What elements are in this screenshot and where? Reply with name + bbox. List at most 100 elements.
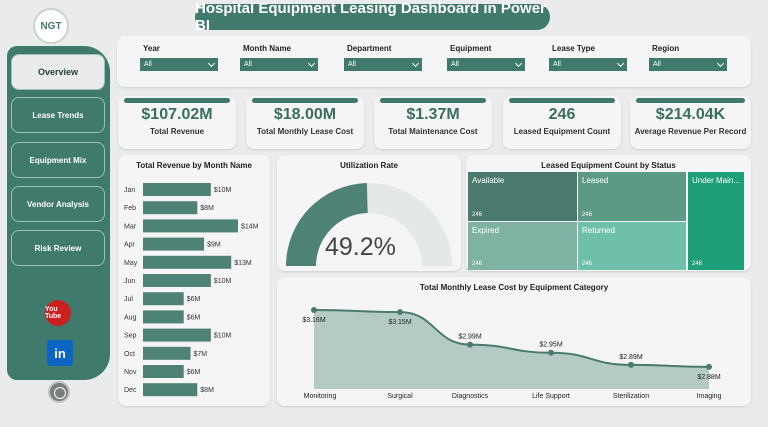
revenue-bar-chart: Jan $10M Feb $8M Mar $14M Apr $9M May $13M Jun $10M…: [124, 183, 259, 397]
kpi-value: $214.04K: [655, 106, 726, 123]
dropdown-value: All: [348, 61, 356, 68]
treemap-title: Leased Equipment Count by Status: [541, 161, 676, 170]
youtube-icon[interactable]: You Tube: [45, 300, 71, 326]
kpi-value: $1.37M: [406, 106, 460, 123]
treemap-cell-leased[interactable]: Leased 246: [578, 172, 686, 221]
bar-data-label: $6M: [187, 296, 201, 303]
kpi-accent-strip: [252, 98, 358, 103]
nav-risk-review[interactable]: Risk Review: [11, 230, 105, 266]
nav-overview[interactable]: Overview: [11, 54, 105, 90]
chevron-down-icon: [411, 59, 420, 67]
bar-category-label: Jun: [124, 278, 135, 285]
treemap-label: Under Main...: [692, 176, 741, 185]
chart-title: Total Revenue by Month Name: [136, 161, 252, 170]
filter-department: Department All: [344, 44, 422, 71]
kpi-monthly-lease-cost: $18.00M Total Monthly Lease Cost: [246, 96, 364, 149]
department-dropdown[interactable]: All: [344, 58, 422, 71]
equipment-dropdown[interactable]: All: [447, 58, 525, 71]
treemap-count: 246: [582, 261, 593, 267]
globe-icon[interactable]: [48, 381, 70, 403]
bar-data-label: $8M: [200, 205, 214, 212]
x-tick-label: Sterilization: [613, 393, 649, 400]
chevron-down-icon: [616, 59, 625, 67]
utilization-gauge: [286, 183, 452, 266]
bar: [143, 237, 205, 251]
gauge-title: Utilization Rate: [340, 161, 398, 170]
bar-data-label: $10M: [214, 333, 232, 340]
bar-data-label: $6M: [187, 314, 201, 321]
x-tick-label: Surgical: [387, 393, 413, 400]
filter-year: Year All: [140, 44, 218, 71]
bar-data-label: $13M: [234, 260, 252, 267]
dropdown-value: All: [244, 61, 252, 68]
treemap-cell-returned[interactable]: Returned 246: [578, 222, 686, 270]
gauge-fill: [286, 183, 368, 266]
kpi-label: Leased Equipment Count: [513, 127, 611, 136]
data-point: [548, 349, 554, 356]
linkedin-icon[interactable]: in: [47, 340, 73, 366]
kpi-label: Total Maintenance Cost: [388, 127, 478, 136]
treemap-cell-expired[interactable]: Expired 246: [468, 222, 577, 270]
region-dropdown[interactable]: All: [649, 58, 727, 71]
dropdown-value: All: [653, 61, 661, 68]
kpi-label: Average Revenue Per Record: [634, 127, 747, 136]
treemap-count: 246: [582, 212, 593, 218]
chevron-down-icon: [307, 59, 316, 67]
treemap-cell-available[interactable]: Available 246: [468, 172, 577, 221]
area-data-label: $2.88M: [697, 374, 721, 381]
bar: [143, 219, 238, 233]
area-data-label: $3.15M: [388, 319, 412, 326]
bar-data-label: $10M: [214, 187, 232, 194]
kpi-value: 246: [548, 106, 576, 123]
bar-category-label: Mar: [124, 223, 137, 230]
x-tick-label: Monitoring: [304, 393, 337, 400]
area-data-label: $2.89M: [619, 354, 643, 361]
revenue-by-month-panel: Total Revenue by Month Name Jan $10M Feb $8…: [118, 155, 270, 406]
bar-data-label: $8M: [200, 387, 214, 394]
dropdown-value: All: [144, 61, 152, 68]
chart-title: Total Monthly Lease Cost by Equipment Ca…: [419, 283, 609, 292]
lease-type-dropdown[interactable]: All: [549, 58, 627, 71]
x-tick-label: Imaging: [697, 393, 722, 400]
filter-label: Equipment: [450, 44, 492, 53]
status-treemap-panel: Leased Equipment Count by Status Availab…: [466, 155, 751, 271]
filter-lease-type: Lease Type All: [549, 44, 627, 71]
logo-text: NGT: [40, 20, 62, 32]
data-point: [311, 307, 317, 314]
treemap-label: Expired: [472, 226, 500, 235]
area-data-label: $3.16M: [302, 317, 326, 324]
nav-equipment-mix[interactable]: Equipment Mix: [11, 142, 105, 178]
nav-lease-trends[interactable]: Lease Trends: [11, 97, 105, 133]
filter-bar: Year All Month Name All Department All E…: [117, 36, 751, 87]
bar-data-label: $7M: [194, 351, 208, 358]
x-tick-label: Life Support: [532, 393, 570, 400]
filter-label: Department: [347, 44, 392, 53]
company-logo: NGT: [33, 8, 69, 44]
treemap-label: Returned: [582, 226, 615, 235]
lease-cost-by-category-panel: Total Monthly Lease Cost by Equipment Ca…: [277, 277, 751, 406]
lease-cost-area-chart: $3.16M Monitoring $3.15M Surgical $2.99M Diag…: [302, 307, 722, 400]
treemap-cell-under-maintenance[interactable]: Under Main... 246: [688, 172, 744, 270]
bar: [143, 346, 191, 360]
year-dropdown[interactable]: All: [140, 58, 218, 71]
kpi-accent-strip: [124, 98, 230, 103]
bar-category-label: Jan: [124, 187, 135, 194]
kpi-label: Total Monthly Lease Cost: [256, 127, 354, 136]
kpi-accent-strip: [380, 98, 486, 103]
area-data-label: $2.95M: [539, 342, 563, 349]
bar: [143, 292, 184, 306]
bar-category-label: Jul: [124, 296, 133, 303]
bar: [143, 328, 211, 342]
kpi-label: Total Revenue: [149, 127, 205, 136]
bar: [143, 255, 232, 269]
nav-vendor-analysis[interactable]: Vendor Analysis: [11, 186, 105, 222]
filter-label: Region: [652, 44, 680, 53]
bar-data-label: $9M: [207, 242, 221, 249]
bar: [143, 365, 184, 378]
bar-category-label: Feb: [124, 205, 136, 212]
chevron-down-icon: [514, 59, 523, 67]
bar-data-label: $6M: [187, 369, 201, 376]
month-dropdown[interactable]: All: [240, 58, 318, 71]
dashboard-title: Hospital Equipment Leasing Dashboard in …: [195, 0, 550, 34]
kpi-value: $107.02M: [141, 106, 213, 123]
